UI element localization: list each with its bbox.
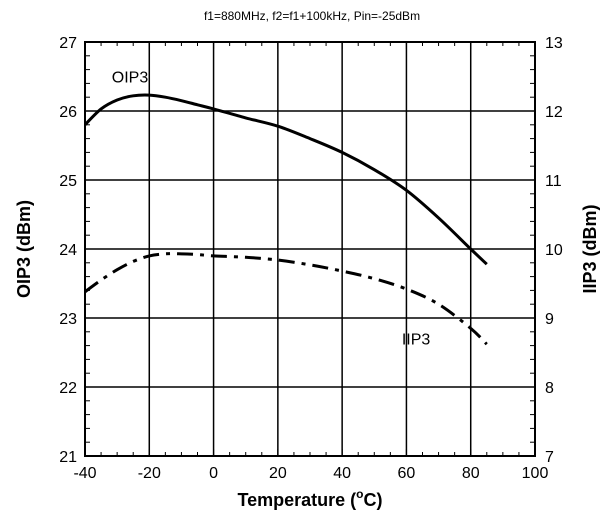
y-right-tick-label: 8	[545, 380, 554, 397]
series-layer	[83, 93, 488, 346]
y-right-tick-label: 12	[545, 104, 563, 121]
annotation-iip3: IIP3	[402, 332, 431, 349]
y-left-tick-label: 24	[59, 242, 77, 259]
x-tick-labels: -40 -20 0 20 40 60 80 100	[73, 465, 548, 482]
x-tick-label: -20	[138, 465, 161, 482]
x-axis-title: Temperature (oC)	[237, 487, 382, 510]
annotation-oip3: OIP3	[112, 70, 149, 87]
grid	[85, 42, 535, 456]
y-right-tick-label: 11	[545, 173, 562, 190]
chart-subtitle: f1=880MHz, f2=f1+100kHz, Pin=-25dBm	[204, 9, 420, 23]
y-left-tick-labels: 21 22 23 24 25 26 27	[59, 35, 77, 466]
y-left-tick-label: 21	[59, 449, 77, 466]
series-line-oip3	[83, 93, 488, 266]
x-tick-label: 60	[398, 465, 416, 482]
y-right-tick-label: 7	[545, 449, 554, 466]
y-right-tick-label: 9	[545, 311, 554, 328]
series-line-iip3	[84, 252, 488, 346]
x-tick-label: 0	[209, 465, 218, 482]
y-left-axis-title: OIP3 (dBm)	[14, 200, 34, 298]
y-right-tick-labels: 7 8 9 10 11 12 13	[545, 35, 563, 466]
x-tick-label: 80	[462, 465, 480, 482]
y-right-axis-title: IIP3 (dBm)	[580, 204, 600, 293]
y-left-tick-label: 27	[59, 35, 77, 52]
y-right-tick-label: 10	[545, 242, 563, 259]
x-tick-label: -40	[73, 465, 96, 482]
y-left-tick-label: 26	[59, 104, 77, 121]
x-tick-label: 20	[269, 465, 287, 482]
x-tick-label: 40	[333, 465, 351, 482]
x-tick-label: 100	[522, 465, 549, 482]
y-left-tick-label: 25	[59, 173, 77, 190]
y-right-tick-label: 13	[545, 35, 563, 52]
annotation-layer: OIP3 IIP3	[112, 70, 431, 349]
y-left-tick-label: 22	[59, 380, 77, 397]
y-left-tick-label: 23	[59, 311, 77, 328]
minor-ticks	[84, 41, 536, 457]
